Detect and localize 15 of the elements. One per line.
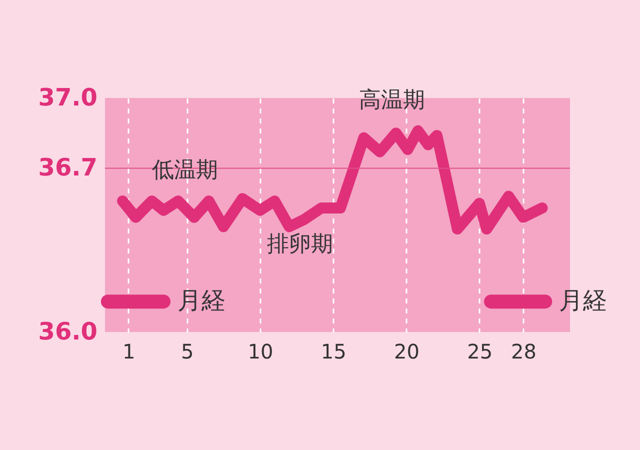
y-tick-label: 37.0 [38,84,98,112]
x-tick-label: 20 [394,340,420,364]
x-tick-label: 25 [467,340,493,364]
y-tick-label: 36.7 [38,154,98,182]
x-tick-label: 15 [320,340,346,364]
series-label: 月経 [559,286,608,315]
x-tick-label: 5 [181,340,194,364]
series-label: 月経 [177,286,226,315]
annotation: 高温期 [359,88,425,113]
y-tick-label: 36.0 [38,318,98,346]
x-tick-label: 1 [122,340,136,364]
x-tick-label: 10 [248,340,274,364]
annotation: 低温期 [152,158,218,183]
annotation: 排卵期 [267,232,333,257]
x-tick-label: 28 [510,340,536,364]
